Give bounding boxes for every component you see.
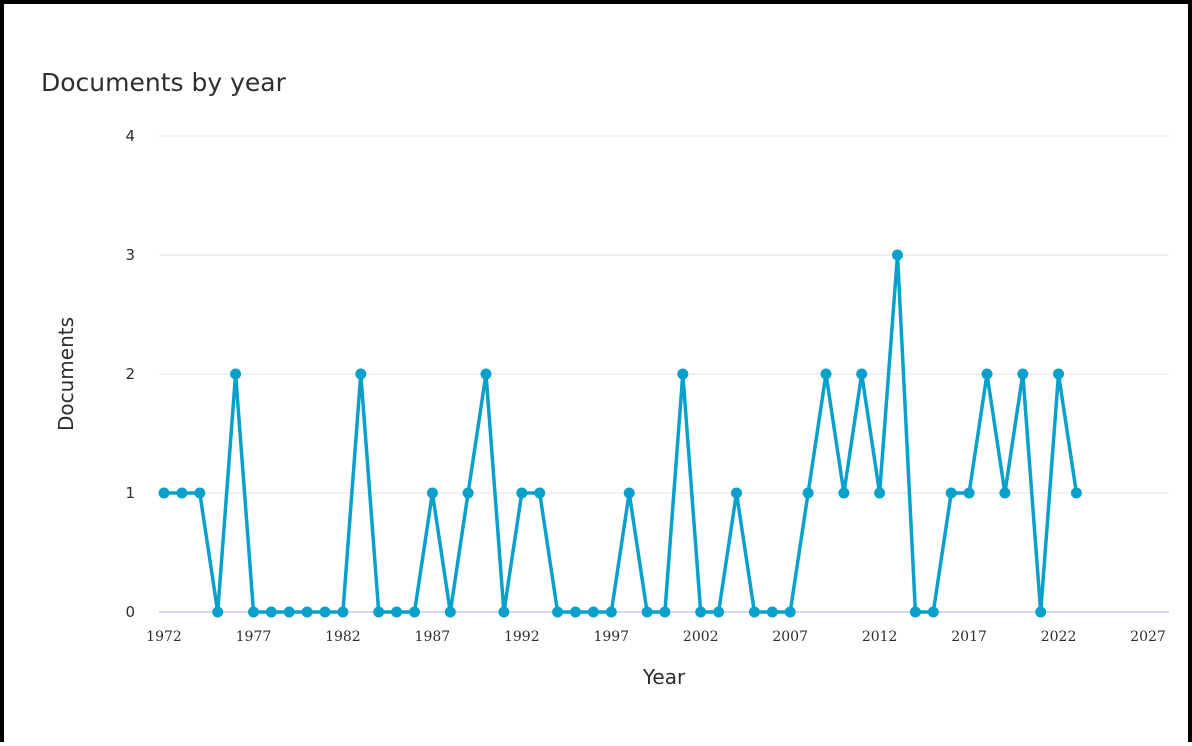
data-point[interactable] [838, 487, 850, 499]
y-tick-label: 4 [125, 127, 135, 145]
data-point[interactable] [1053, 368, 1064, 380]
x-tick-label: 1997 [593, 629, 629, 645]
data-point[interactable] [230, 368, 242, 380]
data-point[interactable] [212, 606, 224, 618]
data-point[interactable] [1017, 368, 1029, 380]
x-tick-label: 2002 [683, 629, 719, 645]
data-point[interactable] [963, 487, 975, 499]
data-point[interactable] [158, 487, 170, 499]
chart-title: Documents by year [41, 68, 286, 97]
data-point[interactable] [587, 606, 599, 618]
data-point[interactable] [981, 368, 993, 380]
y-axis-ticks: 0 1 2 3 4 [125, 127, 135, 621]
data-point[interactable] [1035, 606, 1047, 618]
data-point[interactable] [999, 487, 1011, 499]
data-point[interactable] [355, 368, 367, 380]
series-line [164, 253, 1079, 614]
y-tick-label: 1 [125, 484, 135, 502]
data-point[interactable] [194, 487, 206, 499]
data-point[interactable] [927, 606, 939, 618]
data-point[interactable] [713, 606, 725, 618]
data-point[interactable] [516, 487, 528, 499]
data-point[interactable] [391, 606, 403, 618]
x-axis-label: Year [642, 665, 686, 689]
y-tick-label: 3 [125, 246, 135, 264]
data-point[interactable] [248, 606, 259, 618]
x-tick-label: 2022 [1041, 629, 1077, 645]
data-point[interactable] [892, 249, 903, 261]
data-point[interactable] [426, 487, 438, 499]
data-point[interactable] [659, 606, 671, 618]
data-point[interactable] [176, 487, 188, 499]
x-tick-label: 2012 [862, 629, 898, 645]
data-point[interactable] [748, 606, 760, 618]
data-point[interactable] [945, 487, 957, 499]
y-tick-label: 2 [125, 365, 135, 383]
x-tick-label: 1992 [504, 629, 540, 645]
data-point[interactable] [480, 368, 492, 380]
x-tick-label: 1982 [325, 629, 361, 645]
data-point[interactable] [695, 606, 707, 618]
x-tick-label: 2027 [1130, 629, 1166, 645]
data-point[interactable] [534, 487, 546, 499]
data-point[interactable] [570, 606, 581, 618]
data-point[interactable] [856, 368, 868, 380]
x-axis-ticks: 1972 1977 1982 1987 1992 1997 2002 2007 2012 2017… [146, 629, 1166, 645]
data-point[interactable] [874, 487, 886, 499]
data-point[interactable] [498, 606, 510, 618]
x-tick-label: 2017 [951, 629, 987, 645]
data-point[interactable] [265, 606, 277, 618]
data-point[interactable] [462, 487, 474, 499]
series-documents [158, 249, 1082, 618]
x-tick-label: 1987 [415, 629, 451, 645]
data-point[interactable] [784, 606, 796, 618]
data-point[interactable] [605, 606, 617, 618]
data-point[interactable] [552, 606, 564, 618]
line-chart: 0 1 2 3 4 1972 1977 1982 1987 1992 1997 2002 2007 20… [54, 127, 1169, 689]
y-axis-label: Documents [54, 317, 78, 431]
data-point[interactable] [409, 606, 420, 618]
data-point[interactable] [820, 368, 832, 380]
data-point[interactable] [283, 606, 295, 618]
data-point[interactable] [1070, 487, 1082, 499]
data-point[interactable] [677, 368, 689, 380]
data-point[interactable] [444, 606, 456, 618]
data-point[interactable] [909, 606, 921, 618]
y-tick-label: 0 [125, 603, 135, 621]
x-tick-label: 1972 [146, 629, 182, 645]
data-point[interactable] [641, 606, 653, 618]
data-point[interactable] [766, 606, 778, 618]
data-point[interactable] [731, 487, 742, 499]
data-point[interactable] [802, 487, 814, 499]
data-point[interactable] [623, 487, 635, 499]
data-point[interactable] [301, 606, 313, 618]
x-tick-label: 2007 [772, 629, 808, 645]
x-tick-label: 1977 [236, 629, 272, 645]
data-point[interactable] [319, 606, 331, 618]
data-point[interactable] [337, 606, 349, 618]
data-point[interactable] [373, 606, 385, 618]
